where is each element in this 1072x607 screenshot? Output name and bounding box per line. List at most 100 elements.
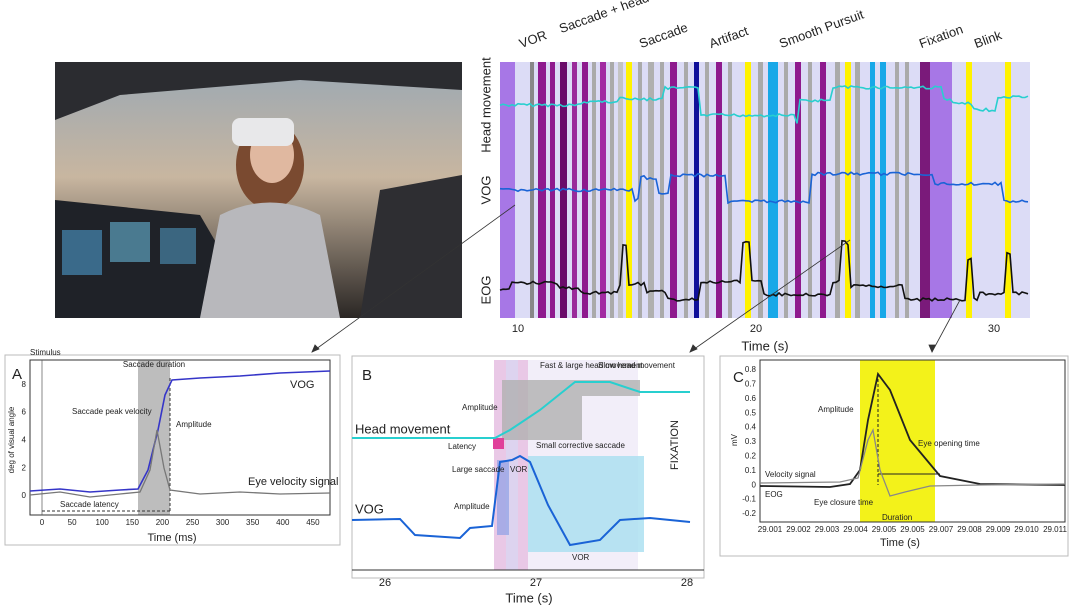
band bbox=[758, 62, 763, 318]
panel-c bbox=[719, 355, 1069, 557]
category-label: VOR bbox=[517, 27, 549, 51]
signal bbox=[499, 239, 1029, 302]
x-label: Time (s) bbox=[505, 590, 552, 605]
x-tick-label: 0 bbox=[40, 518, 45, 527]
x-label: Time (s) bbox=[880, 537, 920, 549]
x-tick-label: 400 bbox=[276, 518, 290, 527]
x-tick-label: 29.002 bbox=[786, 525, 811, 534]
annotation: FIXATION bbox=[669, 420, 681, 470]
panel-letter: C bbox=[733, 369, 744, 386]
annotation: Amplitude bbox=[462, 403, 498, 412]
annotation: Eye velocity signal bbox=[248, 476, 339, 488]
category-label: Smooth Pursuit bbox=[777, 6, 866, 51]
annotation: VOR bbox=[572, 553, 590, 562]
band bbox=[880, 62, 886, 318]
x-tick-label: 200 bbox=[156, 518, 170, 527]
y-tick-label: 0 bbox=[22, 491, 27, 500]
y-label: mV bbox=[730, 433, 739, 446]
band bbox=[855, 62, 860, 318]
y-tick-label: 4 bbox=[22, 436, 27, 445]
annotation: Eye opening time bbox=[918, 439, 980, 448]
band bbox=[930, 62, 952, 318]
annotation: Saccade duration bbox=[123, 360, 185, 369]
panel-b bbox=[351, 355, 705, 579]
band bbox=[920, 62, 930, 318]
band bbox=[795, 62, 801, 318]
y-tick-label: 0.4 bbox=[745, 423, 757, 432]
y-tick-label: -0.2 bbox=[742, 509, 756, 518]
annotation: Eye closure time bbox=[814, 498, 874, 507]
band bbox=[684, 62, 688, 318]
y-tick-label: 0.6 bbox=[745, 394, 757, 403]
band bbox=[845, 62, 851, 318]
band bbox=[895, 62, 899, 318]
band bbox=[716, 62, 722, 318]
x-tick-label: 20 bbox=[750, 323, 762, 335]
x-tick-label: 300 bbox=[216, 518, 230, 527]
y-tick-label: -0.1 bbox=[742, 495, 756, 504]
category-label: Artifact bbox=[707, 23, 751, 51]
band bbox=[745, 62, 751, 318]
photo bbox=[55, 62, 462, 318]
annotation: VOR bbox=[510, 465, 528, 474]
signal-label: EOG bbox=[478, 276, 493, 305]
band bbox=[966, 62, 972, 318]
category-label: Blink bbox=[972, 27, 1004, 51]
x-tick-label: 29.009 bbox=[986, 525, 1011, 534]
overview-panel bbox=[499, 62, 1030, 318]
annotation: Fast & large head movement bbox=[540, 361, 643, 370]
x-tick-label: 350 bbox=[246, 518, 260, 527]
x-tick-label: 29.001 bbox=[758, 525, 783, 534]
band bbox=[835, 62, 840, 318]
band bbox=[768, 62, 778, 318]
signal bbox=[499, 85, 1029, 124]
y-label: deg of visual angle bbox=[7, 406, 16, 473]
x-tick-label: 150 bbox=[126, 518, 140, 527]
y-tick-label: 8 bbox=[22, 380, 27, 389]
x-tick-label: 29.005 bbox=[900, 525, 925, 534]
y-tick-label: 0.2 bbox=[745, 452, 757, 461]
x-tick-label: 29.008 bbox=[957, 525, 982, 534]
panel-letter: A bbox=[12, 366, 22, 383]
stimulus-label: Stimulus bbox=[30, 348, 61, 357]
band bbox=[694, 62, 699, 318]
annotation: Amplitude bbox=[176, 420, 212, 429]
x-label: Time (s) bbox=[741, 338, 788, 353]
x-tick-label: 50 bbox=[68, 518, 77, 527]
x-tick-label: 100 bbox=[96, 518, 110, 527]
annotation: Slow head movement bbox=[598, 361, 676, 370]
annotation: Amplitude bbox=[818, 405, 854, 414]
y-tick-label: 0.1 bbox=[745, 466, 757, 475]
panel-a bbox=[4, 354, 341, 546]
annotation: Duration bbox=[882, 513, 912, 522]
y-tick-label: 0.7 bbox=[745, 380, 757, 389]
x-tick-label: 10 bbox=[512, 323, 524, 335]
annotation: VOG bbox=[355, 501, 384, 516]
y-tick-label: 0 bbox=[752, 480, 757, 489]
band bbox=[820, 62, 826, 318]
x-tick-label: 27 bbox=[530, 577, 542, 589]
signal-label: VOG bbox=[478, 176, 493, 205]
x-label: Time (ms) bbox=[147, 532, 196, 544]
band bbox=[670, 62, 677, 318]
x-tick-label: 28 bbox=[681, 577, 693, 589]
annotation: Head movement bbox=[355, 421, 451, 436]
x-tick-label: 29.011 bbox=[1043, 525, 1067, 534]
band bbox=[638, 62, 642, 318]
x-tick-label: 450 bbox=[306, 518, 320, 527]
annotation: Velocity signal bbox=[765, 470, 816, 479]
x-tick-label: 29.003 bbox=[815, 525, 840, 534]
annotation: Small corrective saccade bbox=[536, 441, 625, 450]
band bbox=[705, 62, 709, 318]
band bbox=[728, 62, 732, 318]
category-label: Saccade bbox=[637, 20, 690, 51]
x-tick-label: 250 bbox=[186, 518, 200, 527]
x-tick-label: 29.007 bbox=[929, 525, 954, 534]
arrows bbox=[311, 204, 961, 354]
annotation: Latency bbox=[448, 442, 476, 451]
band bbox=[648, 62, 654, 318]
band bbox=[870, 62, 875, 318]
x-tick-label: 29.010 bbox=[1014, 525, 1039, 534]
category-label: Fixation bbox=[917, 21, 965, 51]
y-tick-label: 6 bbox=[22, 408, 27, 417]
